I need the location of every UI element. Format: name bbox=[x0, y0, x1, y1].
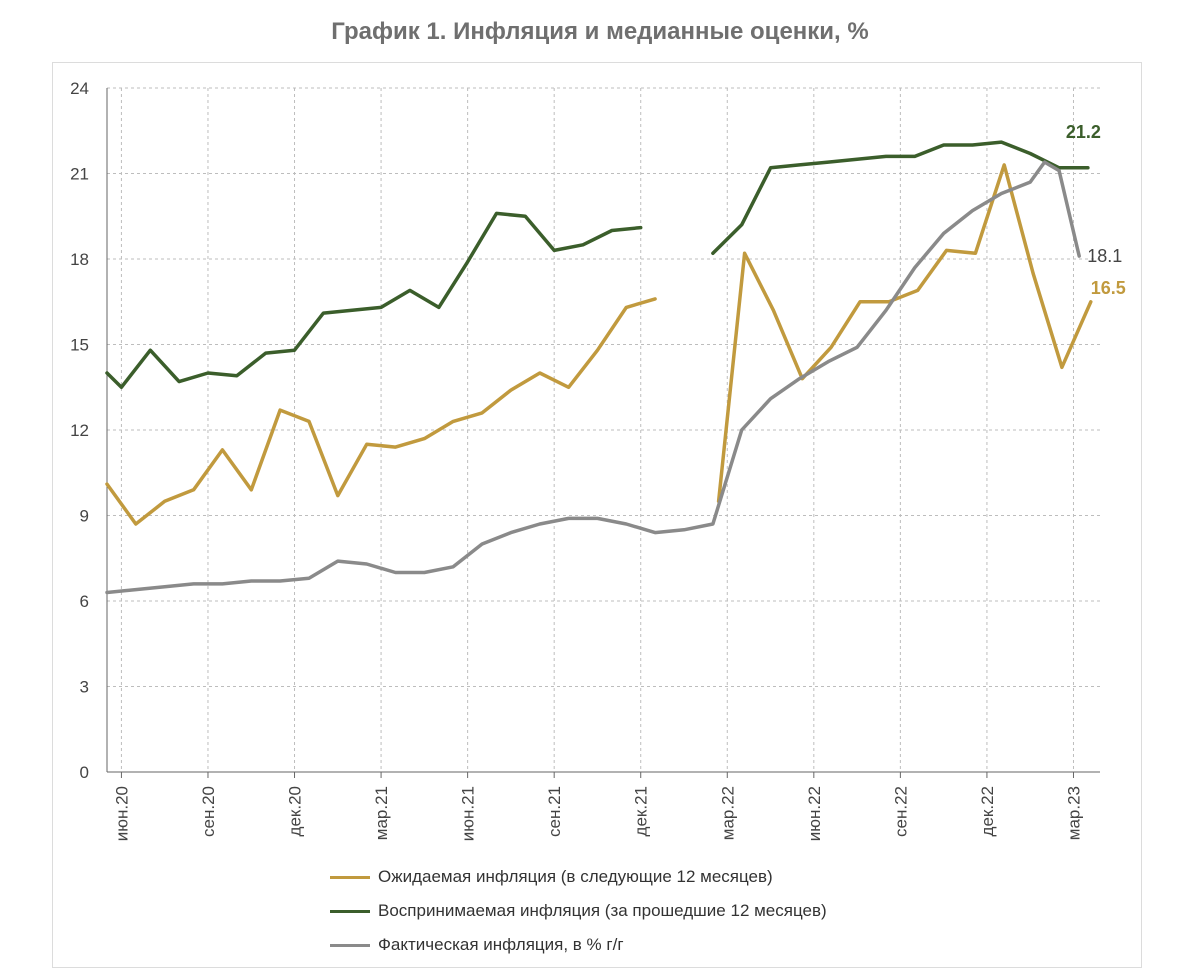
y-tick-label: 21 bbox=[70, 165, 89, 184]
actual-inflation-end-label: 18.1 bbox=[1087, 246, 1122, 266]
expected-inflation-line bbox=[716, 163, 1093, 504]
legend-label-expected: Ожидаемая инфляция (в следующие 12 месяц… bbox=[378, 867, 773, 886]
chart-title: График 1. Инфляция и медианные оценки, % bbox=[331, 18, 869, 45]
y-tick-label: 18 bbox=[70, 250, 89, 269]
expected-inflation-end-label: 16.5 bbox=[1091, 278, 1126, 298]
y-axis-ticks: 0 3 6 9 12 15 18 21 24 bbox=[70, 79, 89, 782]
legend: Ожидаемая инфляция (в следующие 12 месяц… bbox=[330, 860, 827, 962]
grid-lines bbox=[107, 87, 1100, 772]
x-tick-label: дек.20 bbox=[286, 786, 305, 836]
x-tick-label: июн.21 bbox=[459, 786, 478, 841]
x-tick-label: мар.22 bbox=[718, 786, 737, 840]
end-labels: 16.5 21.2 18.1 bbox=[1066, 122, 1126, 298]
x-tick-label: сен.21 bbox=[545, 786, 564, 837]
perceived-inflation-line bbox=[711, 140, 1090, 256]
x-tick-label: мар.21 bbox=[372, 786, 391, 840]
y-tick-label: 9 bbox=[80, 507, 89, 526]
y-tick-label: 12 bbox=[70, 421, 89, 440]
y-tick-label: 3 bbox=[80, 678, 89, 697]
legend-label-actual: Фактическая инфляция, в % г/г bbox=[378, 935, 624, 954]
axes bbox=[106, 88, 1100, 778]
x-axis-ticks: июн.20 сен.20 дек.20 мар.21 июн.21 сен.21 дек.… bbox=[112, 786, 1083, 841]
y-tick-label: 24 bbox=[70, 79, 89, 98]
perceived-inflation-line bbox=[105, 211, 643, 390]
x-tick-label: сен.22 bbox=[891, 786, 910, 837]
x-tick-label: мар.23 bbox=[1064, 786, 1083, 840]
legend-swatch-expected bbox=[330, 875, 370, 879]
y-tick-label: 0 bbox=[80, 763, 89, 782]
legend-item-expected: Ожидаемая инфляция (в следующие 12 месяц… bbox=[330, 860, 827, 894]
actual-inflation-line bbox=[105, 160, 1081, 595]
y-tick-label: 6 bbox=[80, 592, 89, 611]
legend-swatch-actual bbox=[330, 943, 370, 947]
legend-label-perceived: Воспринимаемая инфляция (за прошедшие 12… bbox=[378, 901, 827, 920]
y-tick-label: 15 bbox=[70, 336, 89, 355]
legend-item-perceived: Воспринимаемая инфляция (за прошедшие 12… bbox=[330, 894, 827, 928]
legend-swatch-perceived bbox=[330, 909, 370, 913]
expected-inflation-line bbox=[105, 297, 657, 526]
x-tick-label: дек.22 bbox=[978, 786, 997, 836]
x-tick-label: июн.22 bbox=[805, 786, 824, 841]
x-tick-label: дек.21 bbox=[632, 786, 651, 836]
perceived-inflation-end-label: 21.2 bbox=[1066, 122, 1101, 142]
x-tick-label: июн.20 bbox=[112, 786, 131, 841]
series-lines bbox=[105, 140, 1093, 595]
x-tick-label: сен.20 bbox=[199, 786, 218, 837]
legend-item-actual: Фактическая инфляция, в % г/г bbox=[330, 928, 827, 962]
